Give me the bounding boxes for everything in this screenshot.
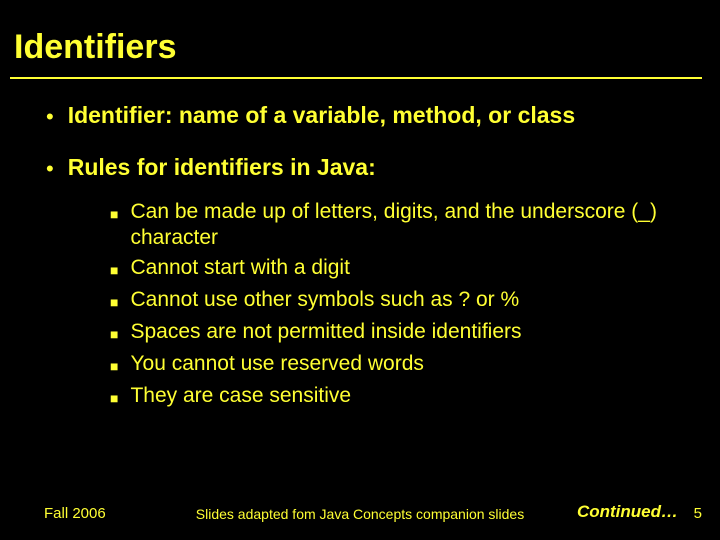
bullet-square-icon: ■ bbox=[110, 257, 118, 283]
slide: Identifiers • Identifier: name of a vari… bbox=[0, 0, 720, 540]
slide-footer: Fall 2006 Slides adapted fom Java Concep… bbox=[0, 500, 720, 522]
sub-bullet-item: ■ Cannot start with a digit bbox=[110, 255, 698, 283]
sub-bullet-text: Spaces are not permitted inside identifi… bbox=[130, 319, 521, 345]
slide-content: • Identifier: name of a variable, method… bbox=[0, 79, 720, 411]
bullet-dot-icon: • bbox=[46, 155, 54, 183]
footer-continued: Continued… bbox=[577, 502, 678, 522]
sub-bullet-text: Can be made up of letters, digits, and t… bbox=[130, 199, 698, 251]
sub-bullet-text: You cannot use reserved words bbox=[130, 351, 423, 377]
sub-bullet-text: Cannot start with a digit bbox=[130, 255, 349, 281]
bullet-square-icon: ■ bbox=[110, 201, 118, 227]
bullet-square-icon: ■ bbox=[110, 353, 118, 379]
sub-bullet-item: ■ Cannot use other symbols such as ? or … bbox=[110, 287, 698, 315]
bullet-square-icon: ■ bbox=[110, 289, 118, 315]
slide-title: Identifiers bbox=[0, 0, 720, 77]
sub-bullet-item: ■ You cannot use reserved words bbox=[110, 351, 698, 379]
bullet-square-icon: ■ bbox=[110, 321, 118, 347]
bullet-dot-icon: • bbox=[46, 103, 54, 131]
sub-bullet-list: ■ Can be made up of letters, digits, and… bbox=[46, 193, 698, 411]
footer-page-number: 5 bbox=[694, 505, 702, 522]
bullet-item: • Rules for identifiers in Java: bbox=[46, 153, 698, 183]
bullet-square-icon: ■ bbox=[110, 385, 118, 411]
sub-bullet-text: They are case sensitive bbox=[130, 383, 351, 409]
sub-bullet-item: ■ Can be made up of letters, digits, and… bbox=[110, 199, 698, 251]
sub-bullet-item: ■ Spaces are not permitted inside identi… bbox=[110, 319, 698, 347]
bullet-text: Rules for identifiers in Java: bbox=[68, 153, 376, 181]
sub-bullet-text: Cannot use other symbols such as ? or % bbox=[130, 287, 519, 313]
bullet-text: Identifier: name of a variable, method, … bbox=[68, 101, 575, 129]
footer-attribution: Slides adapted fom Java Concepts compani… bbox=[196, 506, 524, 522]
sub-bullet-item: ■ They are case sensitive bbox=[110, 383, 698, 411]
bullet-item: • Identifier: name of a variable, method… bbox=[46, 101, 698, 131]
footer-term: Fall 2006 bbox=[44, 505, 106, 522]
